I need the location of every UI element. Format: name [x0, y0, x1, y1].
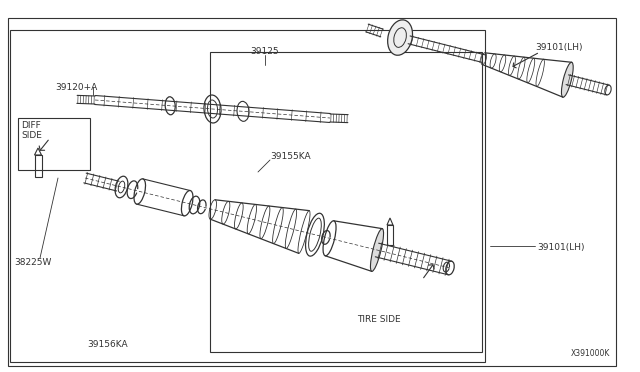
Text: 39155KA: 39155KA [270, 152, 310, 161]
Text: 39156KA: 39156KA [88, 340, 128, 349]
Text: 39125: 39125 [251, 47, 279, 56]
Bar [35, 155, 42, 177]
Ellipse shape [561, 62, 573, 97]
Text: X391000K: X391000K [571, 349, 610, 358]
Text: 38225W: 38225W [14, 258, 51, 267]
Text: 39101(LH): 39101(LH) [537, 243, 584, 252]
Text: 39120+A: 39120+A [55, 83, 97, 92]
Bar [10, 30, 485, 362]
Bar [210, 52, 482, 352]
Bar [387, 225, 393, 245]
Bar [18, 118, 90, 170]
Ellipse shape [388, 20, 413, 55]
Text: DIFF
SIDE: DIFF SIDE [21, 121, 42, 140]
Ellipse shape [371, 229, 383, 272]
Text: TIRE SIDE: TIRE SIDE [357, 315, 401, 324]
Text: 39101(LH): 39101(LH) [535, 43, 582, 52]
